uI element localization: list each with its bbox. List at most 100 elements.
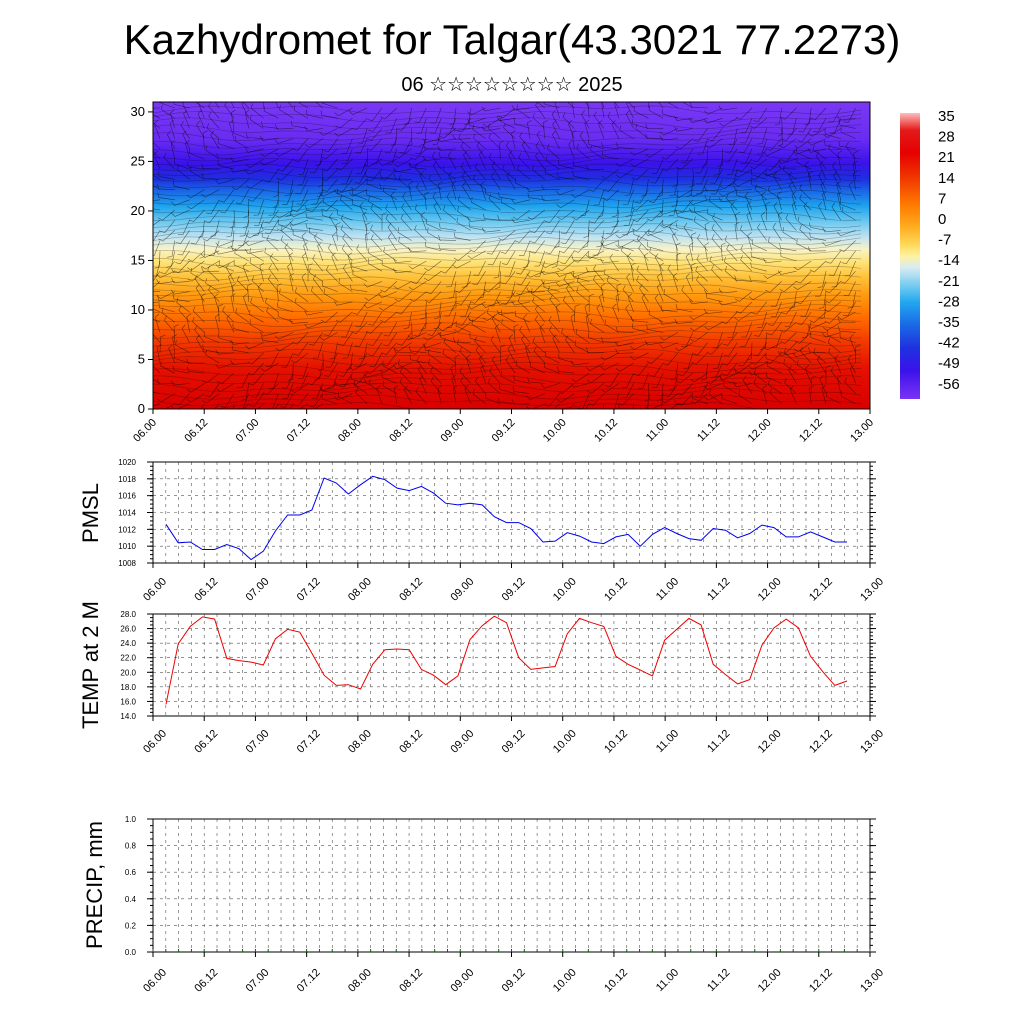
wind-barb bbox=[235, 308, 249, 323]
wind-barb bbox=[656, 283, 664, 302]
wind-barb bbox=[321, 210, 338, 221]
colorbar-label: -49 bbox=[938, 355, 960, 372]
wind-barb bbox=[527, 209, 545, 220]
wind-barb bbox=[712, 213, 723, 231]
wind-barb bbox=[381, 212, 387, 231]
wind-barb bbox=[570, 360, 590, 366]
wind-barb bbox=[777, 118, 783, 137]
wind-barb bbox=[532, 112, 546, 129]
wind-barb bbox=[527, 192, 545, 201]
wind-barb bbox=[262, 102, 264, 109]
wind-barb bbox=[777, 158, 797, 164]
heatmap-x-tick-label: 10.12 bbox=[592, 417, 620, 445]
wind-barb bbox=[284, 179, 294, 197]
x-tick-label: 09.00 bbox=[448, 728, 476, 756]
wind-barb bbox=[720, 242, 726, 262]
wind-barb bbox=[153, 379, 161, 384]
wind-barb bbox=[437, 146, 457, 151]
wind-barb bbox=[551, 130, 560, 149]
wind-barb bbox=[319, 128, 338, 136]
wind-barb bbox=[230, 209, 236, 229]
wind-barb bbox=[365, 222, 371, 241]
wind-barb bbox=[438, 223, 457, 231]
wind-barb bbox=[837, 317, 856, 323]
wind-barb bbox=[467, 250, 486, 260]
heatmap-contour bbox=[153, 276, 862, 287]
wind-barb bbox=[216, 383, 235, 392]
heatmap-contour bbox=[153, 348, 862, 360]
wind-barb bbox=[249, 257, 264, 272]
wind-barb bbox=[632, 209, 649, 222]
wind-barb bbox=[249, 393, 264, 407]
wind-barb bbox=[515, 360, 531, 374]
wind-barb bbox=[296, 102, 309, 109]
wind-barb bbox=[647, 102, 649, 109]
wind-barb bbox=[452, 134, 471, 140]
wind-barb bbox=[352, 189, 368, 201]
wind-barb bbox=[824, 140, 841, 150]
wind-barb bbox=[739, 138, 753, 153]
wind-barb bbox=[279, 104, 294, 119]
wind-barb bbox=[215, 179, 235, 185]
wind-barb bbox=[420, 301, 427, 320]
wind-barb bbox=[451, 374, 457, 394]
wind-barb bbox=[355, 387, 368, 405]
colorbar-label: 0 bbox=[938, 211, 946, 228]
wind-barb bbox=[496, 116, 516, 121]
wind-barb bbox=[460, 141, 472, 160]
wind-barb bbox=[337, 391, 353, 405]
x-tick-label: 11.00 bbox=[654, 967, 681, 994]
wind-barb bbox=[571, 189, 590, 198]
wind-barb bbox=[453, 321, 471, 333]
wind-barb bbox=[756, 138, 768, 155]
wind-barb bbox=[690, 393, 708, 404]
wind-barb bbox=[426, 281, 442, 295]
wind-barb bbox=[314, 362, 324, 380]
heatmap-x-tick-label: 08.00 bbox=[336, 417, 364, 445]
wind-barb bbox=[160, 260, 176, 275]
wind-barb bbox=[432, 161, 442, 180]
wind-barb bbox=[512, 209, 531, 220]
wind-barb bbox=[839, 332, 856, 343]
wind-barb bbox=[409, 162, 427, 170]
wind-barb bbox=[615, 326, 634, 333]
wind-barb bbox=[556, 199, 575, 209]
wind-barb bbox=[307, 263, 313, 282]
wind-barb bbox=[536, 130, 546, 149]
wind-barb bbox=[826, 329, 841, 343]
wind-barb bbox=[153, 219, 161, 226]
wind-barb bbox=[479, 354, 486, 374]
wind-barb bbox=[849, 364, 856, 384]
wind-barb bbox=[685, 252, 694, 272]
wind-barbs bbox=[153, 102, 861, 409]
wind-barb bbox=[201, 266, 220, 272]
wind-barb bbox=[153, 333, 161, 343]
wind-barb bbox=[458, 133, 471, 150]
wind-barb bbox=[206, 123, 220, 139]
wind-barb bbox=[678, 362, 694, 377]
wind-barb bbox=[390, 128, 398, 147]
wind-barb bbox=[676, 138, 693, 150]
wind-barb bbox=[470, 291, 486, 304]
wind-barb bbox=[172, 365, 190, 374]
wind-barb bbox=[244, 168, 264, 175]
heatmap-contour bbox=[153, 309, 862, 320]
wind-barb bbox=[657, 179, 664, 198]
wind-barb bbox=[561, 220, 575, 235]
wind-barb bbox=[308, 332, 324, 346]
wind-barb bbox=[753, 107, 768, 122]
wind-barb bbox=[749, 158, 767, 170]
wind-barb bbox=[423, 144, 442, 150]
wind-barb bbox=[424, 241, 442, 252]
wind-barb bbox=[696, 254, 708, 272]
wind-barb bbox=[461, 171, 472, 190]
wind-barb bbox=[189, 148, 205, 160]
heatmap-contour bbox=[153, 335, 862, 347]
wind-barb bbox=[628, 102, 634, 109]
wind-barb bbox=[348, 189, 368, 197]
wind-barb bbox=[841, 391, 856, 405]
wind-barb bbox=[680, 148, 694, 164]
wind-barb bbox=[604, 319, 619, 333]
wind-barb bbox=[575, 328, 590, 343]
